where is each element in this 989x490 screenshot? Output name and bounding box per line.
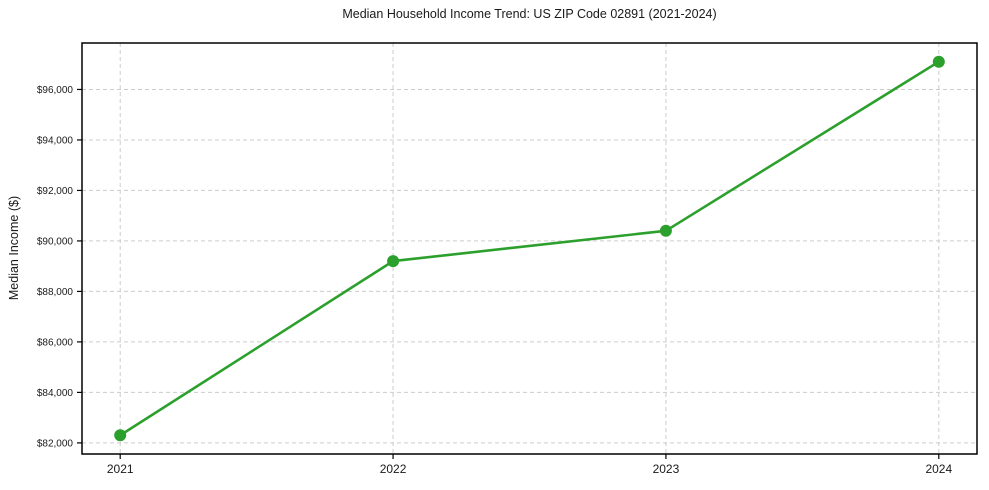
y-tick-label: $90,000 <box>37 236 74 247</box>
x-tick-label: 2023 <box>653 462 680 476</box>
data-point-2021 <box>114 429 127 442</box>
y-tick-label: $88,000 <box>37 287 74 298</box>
plot-frame <box>81 42 978 455</box>
chart-title: Median Household Income Trend: US ZIP Co… <box>342 7 717 21</box>
income-trend-line <box>118 60 941 437</box>
y-tick-label: $82,000 <box>37 438 74 449</box>
x-tick-label: 2022 <box>380 462 407 476</box>
y-tick-label: $96,000 <box>37 85 74 96</box>
y-tick-label: $86,000 <box>37 337 74 348</box>
data-point-2024 <box>932 55 945 68</box>
y-tick-label: $92,000 <box>37 186 74 197</box>
y-axis-title: Median Income ($) <box>7 195 21 301</box>
y-tick-label: $84,000 <box>37 388 74 399</box>
data-point-2023 <box>659 224 672 237</box>
x-tick-label: 2024 <box>925 462 952 476</box>
x-tick-label: 2021 <box>107 462 134 476</box>
y-tick-label: $94,000 <box>37 135 74 146</box>
data-point-2022 <box>387 255 400 268</box>
